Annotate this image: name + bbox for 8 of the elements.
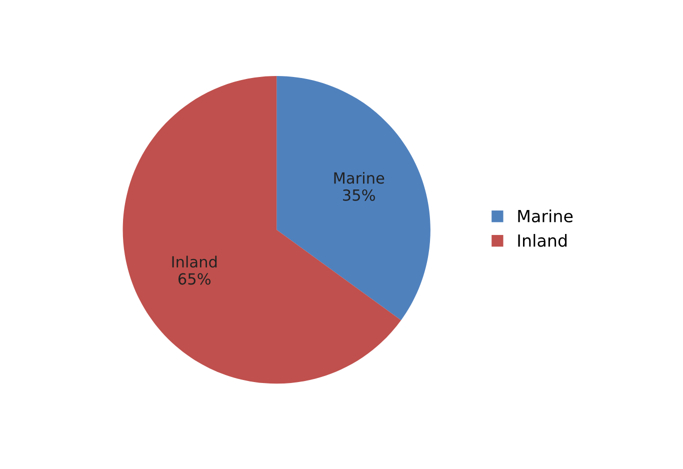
pie-slice <box>276 76 430 320</box>
data-label: 65% <box>178 273 211 285</box>
slice-label: Marine <box>334 172 384 184</box>
legend-label: Inland <box>518 234 567 247</box>
data-label: 35% <box>343 189 375 201</box>
legend-label: Marine <box>518 210 573 222</box>
pie-slice <box>122 76 402 384</box>
slice-label: Inland <box>172 256 217 268</box>
